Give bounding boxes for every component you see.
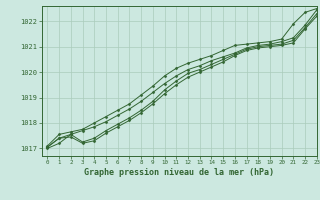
- X-axis label: Graphe pression niveau de la mer (hPa): Graphe pression niveau de la mer (hPa): [84, 168, 274, 177]
